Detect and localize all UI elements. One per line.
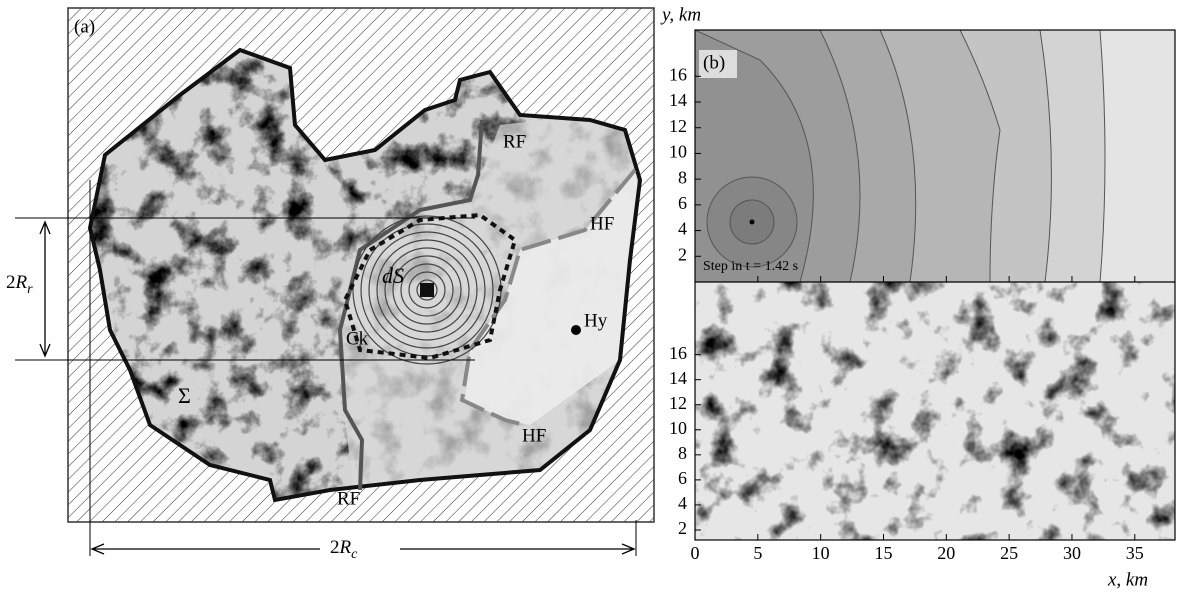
y-tick-label: 12 [669,393,687,413]
x-tick-label: 30 [1063,543,1081,563]
y-tick-label: 4 [678,219,687,239]
dim-symbol: R [15,272,28,293]
x-tick-label: 20 [937,543,955,563]
page: (a) RF HF dS Ck Hy Σ HF RF 2Rr 2Rc (b) S… [0,0,1183,595]
y-tick-label: 4 [678,493,687,513]
subfault [420,283,434,297]
region-label: Hy [584,310,608,331]
dimension-label: 2Rr [6,272,33,297]
x-tick-label: 15 [874,543,892,563]
y-tick-label: 14 [669,368,687,388]
y-tick-label: 10 [669,142,687,162]
slip-texture [695,282,1175,540]
region-label: HF [522,425,546,446]
region-label: Σ [178,383,191,408]
y-tick-label: 8 [678,443,687,463]
panel-a: (a) RF HF dS Ck Hy Σ HF RF 2Rr 2Rc [6,8,660,562]
hypocenter [571,325,581,335]
y-tick-label: 12 [669,116,687,136]
panel-label: (a) [74,16,95,37]
dim-prefix: 2 [330,537,340,558]
y-tick-label: 16 [669,343,687,363]
dim-symbol: R [339,537,352,558]
dim-subscript: r [27,282,33,297]
figure: (a) RF HF dS Ck Hy Σ HF RF 2Rr 2Rc (b) S… [0,0,1183,595]
dim-prefix: 2 [6,272,16,293]
x-tick-label: 25 [1000,543,1018,563]
y-tick-label: 2 [678,518,687,538]
dim-subscript: c [351,547,358,562]
region-label: RF [337,488,360,509]
y-tick-label: 14 [669,90,687,110]
x-tick-label: 35 [1126,543,1144,563]
y-tick-label: 8 [678,167,687,187]
size-arrow [40,222,50,356]
hypocenter [750,220,755,225]
y-tick-label: 6 [678,468,687,488]
y-tick-label: 6 [678,193,687,213]
y-tick-label: 2 [678,244,687,264]
region-label: dS [382,263,404,288]
axis-title: x, km [1107,569,1148,590]
rupture-time-contours [695,30,1105,282]
region-label: RF [503,131,526,152]
x-tick-label: 5 [753,543,762,563]
axis-title: y, km [660,4,701,25]
y-tick-label: 10 [669,418,687,438]
panel-b: (b) Step in t = 1.42 s y, km x, km [660,4,1175,590]
annotation: Step in t = 1.42 s [703,259,798,274]
x-tick-label: 10 [812,543,830,563]
panel-label: (b) [703,52,725,73]
x-tick-label: 0 [691,543,700,563]
region-label: Ck [346,328,369,349]
y-tick-label: 16 [669,64,687,84]
region-label: HF [590,213,614,234]
